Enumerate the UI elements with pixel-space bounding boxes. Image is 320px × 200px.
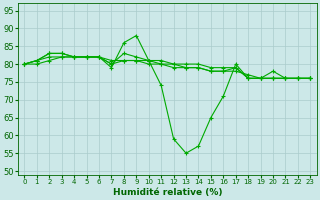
X-axis label: Humidité relative (%): Humidité relative (%) — [113, 188, 222, 197]
